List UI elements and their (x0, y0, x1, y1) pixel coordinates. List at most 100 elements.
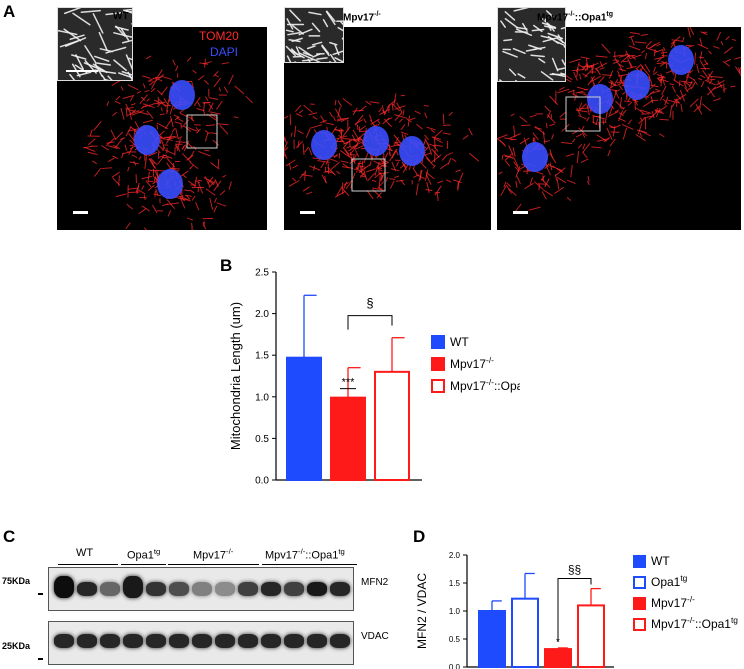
mito-strand (186, 217, 194, 221)
scale-bar (513, 211, 528, 214)
mito-strand (138, 156, 142, 161)
mito-strand (621, 123, 634, 130)
inset-strand (555, 40, 565, 47)
mito-strand (515, 166, 521, 178)
mito-strand (294, 104, 302, 113)
mito-strand (142, 103, 155, 109)
mito-strand (398, 118, 403, 123)
y-tick-label: 0.5 (449, 635, 461, 644)
mito-strand (378, 107, 383, 113)
mito-strand (111, 80, 121, 86)
mito-strand (644, 63, 651, 73)
mito-strand (355, 149, 360, 158)
mito-strand (569, 58, 581, 64)
inset-strand (69, 34, 85, 41)
mito-strand (376, 166, 383, 170)
mito-strand (392, 103, 401, 112)
mito-strand (135, 185, 140, 193)
mito-strand (653, 71, 658, 76)
mito-strand (341, 139, 346, 145)
mito-strand (711, 76, 723, 78)
mito-strand (245, 95, 253, 104)
mito-strand (690, 82, 696, 90)
mito-strand (627, 57, 633, 69)
mito-strand (632, 98, 639, 103)
mito-strand (734, 66, 741, 77)
mito-strand (667, 99, 681, 104)
mito-strand (166, 162, 172, 169)
mito-strand (181, 153, 192, 163)
mito-strand (131, 154, 138, 159)
blot-strip-2 (48, 621, 354, 665)
mito-strand (393, 93, 397, 106)
mito-strand (678, 80, 681, 87)
y-tick-label: 2.0 (449, 551, 461, 560)
inset-strand (125, 54, 132, 71)
inset-strand (94, 69, 117, 75)
mito-strand (391, 102, 394, 111)
mito-strand (129, 144, 135, 147)
mito-strand (204, 130, 211, 135)
inset-strand (105, 46, 127, 54)
blot-band (54, 576, 74, 598)
mito-strand (189, 161, 199, 170)
inset-strand (530, 54, 545, 58)
mito-strand (336, 118, 345, 122)
mito-strand (159, 154, 167, 158)
bar-3 (374, 370, 410, 481)
mito-strand (574, 94, 577, 101)
mito-strand (424, 134, 429, 141)
mito-strand (146, 110, 154, 119)
blot-group-line (168, 564, 259, 565)
mito-strand (699, 50, 703, 60)
mito-strand (636, 107, 645, 114)
mito-strand (344, 149, 351, 159)
inset-strand (127, 71, 132, 80)
mito-strand (153, 193, 162, 197)
mito-strand (222, 174, 227, 178)
mito-strand (157, 102, 162, 108)
mito-strand (127, 187, 138, 190)
mito-strand (679, 89, 686, 102)
mito-strand (346, 145, 352, 149)
mito-strand (731, 38, 737, 41)
mito-strand (393, 134, 403, 145)
mito-strand (441, 155, 447, 161)
mito-strand (207, 179, 215, 186)
mito-strand (627, 119, 633, 125)
mito-strand (357, 160, 361, 169)
mito-strand (325, 122, 335, 126)
inset-strand (525, 48, 537, 52)
legend-swatch-3 (431, 379, 445, 393)
mito-strand (150, 157, 158, 166)
mito-strand (424, 146, 429, 152)
mito-strand (337, 100, 342, 107)
mito-strand (309, 165, 321, 171)
mito-strand (576, 62, 580, 73)
mito-strand (356, 162, 359, 173)
mito-strand (442, 132, 451, 135)
mito-strand (645, 47, 658, 53)
mito-strand (578, 127, 587, 137)
mito-strand (112, 111, 118, 117)
mito-strand (458, 172, 464, 183)
mito-strand (395, 179, 404, 182)
mito-strand (676, 94, 682, 100)
mito-strand (573, 71, 578, 81)
mito-strand (352, 107, 358, 116)
mito-strand (214, 179, 219, 187)
zoom-box (565, 96, 601, 132)
mito-strand (219, 190, 226, 196)
inset-strand (556, 67, 565, 71)
inset-strand (329, 41, 338, 46)
bar-2 (330, 396, 366, 481)
mito-strand (571, 138, 576, 143)
mito-strand (508, 144, 514, 157)
mito-strand (144, 89, 150, 93)
mito-strand (164, 149, 176, 155)
mito-strand (126, 203, 133, 210)
mito-strand (156, 122, 169, 130)
mito-strand (506, 182, 512, 188)
mito-strand (354, 145, 364, 150)
mito-strand (377, 186, 383, 190)
